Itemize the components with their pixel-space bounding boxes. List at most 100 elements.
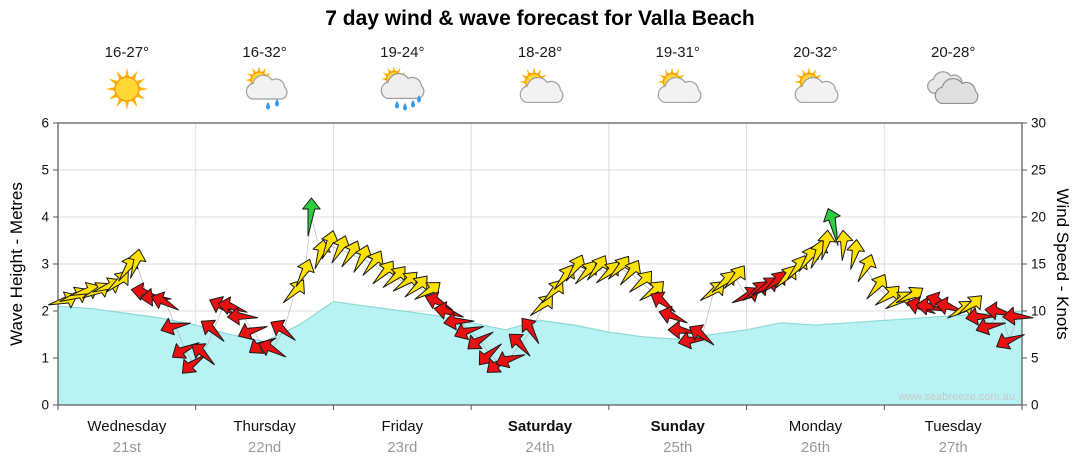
wind-arrow (495, 351, 526, 369)
cloud-shape (795, 76, 839, 104)
day-label-monday: Monday 26th (747, 417, 885, 457)
wind-arrow (392, 271, 418, 292)
wind-arrow (846, 239, 866, 270)
day-name: Monday (788, 418, 843, 435)
wind-arrow (443, 311, 475, 331)
day-label-friday: Friday 23rd (333, 417, 471, 457)
wind-arrows-layer (47, 197, 1034, 374)
wind-arrow (258, 338, 287, 358)
wind-arrow (565, 254, 586, 282)
wind-arrow (227, 306, 259, 326)
day-name: Wednesday (87, 418, 167, 435)
cloud-shape (657, 76, 702, 104)
wind-arrow (191, 343, 215, 366)
wind-arrow (619, 259, 642, 286)
wind-arrow (200, 319, 225, 342)
day-footers-row: Wednesday 21st Thursday 22nd Friday 23rd Satur… (58, 417, 1022, 457)
wind-arrow (217, 296, 248, 315)
wind-arrow (295, 258, 315, 287)
wind-arrow (433, 301, 464, 320)
wind-arrow (723, 265, 746, 289)
right-tick-label: 30 (1031, 116, 1046, 131)
weather-icon-partly-cloudy (656, 67, 702, 104)
day-name: Tuesday (924, 418, 982, 435)
right-tick-label: 15 (1031, 257, 1046, 272)
wind-arrow (677, 331, 709, 350)
day-label-tuesday: Tuesday 27th (884, 417, 1022, 457)
rain-drop (411, 100, 416, 108)
left-tick-label: 3 (41, 257, 49, 272)
left-tick-label: 2 (41, 304, 49, 319)
right-tick-label: 10 (1031, 304, 1046, 319)
rain-drop (403, 103, 408, 111)
wind-arrow (478, 343, 502, 366)
day-column-saturday: 18-28° (471, 44, 609, 113)
right-tick-label: 20 (1031, 210, 1046, 225)
left-tick-label: 4 (41, 210, 49, 225)
page-title: 7 day wind & wave forecast for Valla Bea… (325, 7, 755, 30)
wind-arrow (150, 291, 179, 311)
day-date: 27th (938, 439, 968, 456)
wind-arrow (508, 333, 531, 357)
wind-arrow (857, 254, 877, 283)
day-column-wednesday: 16-27° (58, 44, 196, 113)
temp-range: 16-32° (242, 44, 287, 61)
wind-arrow (181, 353, 207, 374)
temp-range: 20-28° (930, 44, 976, 61)
wind-arrow (629, 270, 653, 293)
wave-height-area (58, 301, 1022, 405)
day-column-friday: 19-24° (333, 44, 471, 113)
wind-arrow (302, 197, 321, 237)
day-column-sunday: 19-31° (609, 44, 747, 113)
wind-arrow (965, 307, 997, 326)
wind-arrow (372, 260, 395, 285)
cloud-shape (381, 72, 425, 100)
day-label-wednesday: Wednesday 21st (58, 417, 196, 457)
temp-range: 19-31° (655, 44, 700, 61)
wind-arrow (586, 255, 608, 281)
wave-height-line (57, 300, 1023, 343)
temp-range: 20-32° (793, 44, 838, 61)
rain-drop (417, 95, 422, 103)
weather-icon-partly-cloudy-shower (244, 66, 288, 110)
day-date: 25th (663, 439, 693, 456)
cloud-shape (245, 74, 288, 100)
wind-arrow (1002, 306, 1034, 326)
wind-arrow (608, 255, 630, 280)
day-date: 22nd (247, 439, 282, 456)
wind-arrow (353, 244, 373, 273)
wind-arrow (454, 323, 484, 340)
day-name: Thursday (233, 418, 296, 435)
watermark: www.seabreeze.com.au (898, 391, 1015, 403)
weather-icon-cloudy (927, 71, 979, 105)
wind-arrow (823, 208, 841, 246)
weather-icon-sunny (105, 68, 148, 110)
day-column-thursday: 16-32° (196, 44, 334, 113)
weather-icon-partly-cloudy (519, 67, 564, 104)
rain-drop (395, 101, 400, 109)
wind-arrow (874, 285, 900, 306)
day-name: Friday (381, 418, 424, 435)
cloud-shape (519, 76, 564, 104)
weather-icon-partly-cloudy-rain (381, 65, 425, 111)
wind-arrow (975, 317, 1007, 336)
wind-arrow (915, 296, 947, 316)
wind-arrow (321, 230, 340, 260)
wind-arrow (521, 317, 540, 344)
left-axis-title: Wave Height - Metres (7, 182, 26, 346)
wind-arrow (658, 305, 688, 324)
wind-arrow (639, 281, 665, 301)
wind-arrow (866, 274, 888, 300)
temp-range: 18-28° (517, 44, 563, 61)
wind-arrow (996, 333, 1025, 350)
wind-arrow (895, 286, 924, 304)
cloud-shape (934, 77, 979, 105)
wind-arrow (467, 331, 494, 350)
axis-ticks: 0 1 2 3 4 5 6 0 5 10 15 20 25 30 (41, 116, 1046, 413)
day-column-monday: 20-32° (747, 44, 885, 113)
right-tick-label: 25 (1031, 163, 1046, 178)
wind-arrow (667, 320, 699, 340)
day-date: 23rd (387, 439, 418, 456)
sun-disc (114, 76, 140, 102)
left-tick-label: 1 (41, 351, 49, 366)
